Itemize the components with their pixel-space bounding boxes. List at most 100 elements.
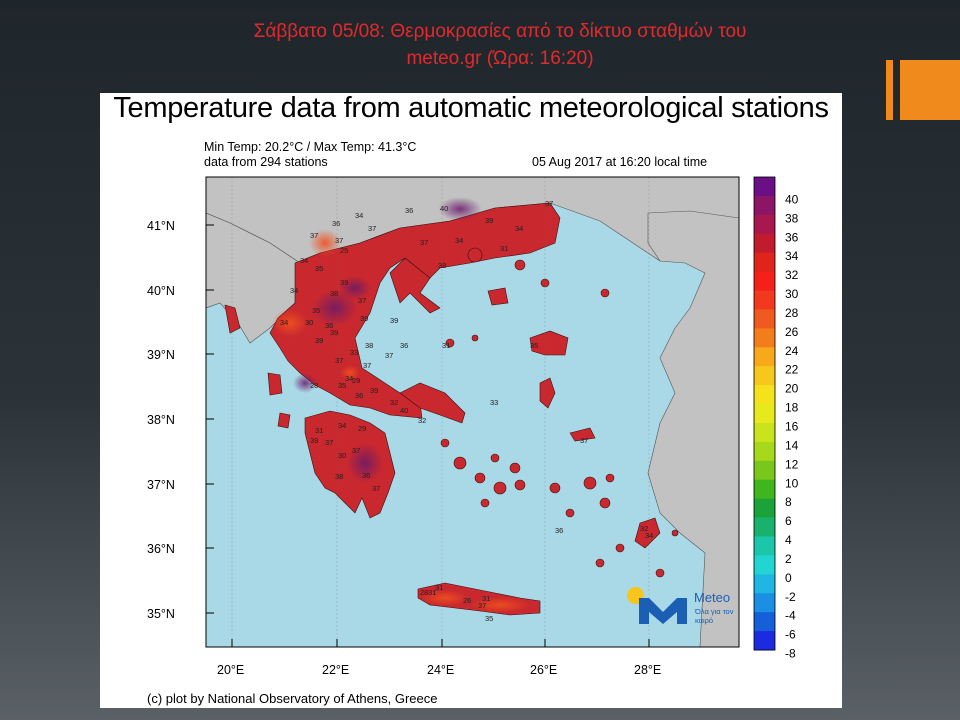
station-value: 36 (555, 526, 563, 535)
decorative-bar (886, 60, 893, 120)
lon-label: 26°E (530, 663, 557, 677)
station-value: 25 (340, 246, 348, 255)
station-value: 36 (325, 321, 333, 330)
colorbar-swatch (754, 517, 775, 537)
station-value: 31 (435, 583, 443, 592)
colorbar-swatch (754, 177, 775, 197)
station-value: 36 (332, 219, 340, 228)
station-value: 34 (515, 224, 523, 233)
colorbar-swatch (754, 366, 775, 386)
colorbar-swatch (754, 631, 775, 651)
colorbar-label: 32 (785, 268, 799, 282)
colorbar-swatch (754, 574, 775, 594)
colorbar-label: 28 (785, 306, 799, 320)
colorbar-swatch (754, 385, 775, 405)
station-value: 35 (315, 264, 323, 273)
station-value: 32 (418, 416, 426, 425)
lat-label: 40°N (147, 284, 175, 298)
station-value: 34 (455, 236, 463, 245)
station-value: 37 (352, 446, 360, 455)
station-value: 35 (530, 341, 538, 350)
colorbar-swatch (754, 404, 775, 424)
station-value: 34 (345, 374, 353, 383)
colorbar-swatch (754, 290, 775, 310)
colorbar-swatch (754, 271, 775, 292)
colorbar-swatch (754, 460, 775, 481)
station-value: 31 (442, 341, 450, 350)
colorbar-label: 40 (785, 192, 799, 206)
station-value: 39 (330, 328, 338, 337)
map-frame (205, 176, 740, 648)
min-max-temp: Min Temp: 20.2°C / Max Temp: 41.3°C (204, 140, 417, 154)
station-value: 30 (338, 451, 346, 460)
slide-title-line1: Σάββατο 05/08: Θερμοκρασίες από το δίκτυ… (253, 21, 747, 42)
slide-title-line2: meteo.gr (Ώρα: 16:20) (406, 48, 594, 69)
station-value: 37 (368, 224, 376, 233)
colorbar-swatch (754, 441, 775, 462)
colorbar-swatch (754, 195, 775, 216)
station-value: 31 (500, 244, 508, 253)
station-value: 37 (335, 236, 343, 245)
temperature-shading (272, 197, 530, 613)
station-value: 39 (370, 386, 378, 395)
colorbar-label: -4 (785, 609, 796, 623)
station-value: 28 (420, 588, 428, 597)
station-value: 38 (330, 289, 338, 298)
station-value: 36 (405, 206, 413, 215)
station-value: 34 (290, 286, 298, 295)
lon-label: 22°E (322, 663, 349, 677)
colorbar-label: 18 (785, 401, 799, 415)
colorbar-labels: 4038363432302826242220181614121086420-2-… (785, 192, 799, 660)
station-value: 34 (645, 531, 653, 540)
station-value: 39 (310, 436, 318, 445)
colorbar (754, 177, 775, 651)
colorbar-label: 16 (785, 420, 799, 434)
station-value: 37 (478, 601, 486, 610)
station-value: 31 (315, 426, 323, 435)
colorbar-label: 8 (785, 495, 792, 509)
station-value: 37 (363, 361, 371, 370)
colorbar-label: -8 (785, 647, 796, 661)
station-value: 39 (315, 336, 323, 345)
figure-title: Temperature data from automatic meteorol… (113, 92, 829, 124)
station-count: data from 294 stations (204, 155, 328, 169)
meteo-logo: Meteo Όλα για τον καιρό (627, 585, 737, 629)
station-value: 39 (360, 314, 368, 323)
station-value: 34 (338, 421, 346, 430)
station-value: 39 (340, 278, 348, 287)
lat-label: 36°N (147, 542, 175, 556)
logo-tagline: Όλα για τον καιρό (695, 607, 734, 625)
station-value: 37 (372, 484, 380, 493)
colorbar-label: 12 (785, 457, 799, 471)
station-value: 31 (482, 594, 490, 603)
timestamp: 05 Aug 2017 at 16:20 local time (532, 155, 708, 169)
longitude-labels: 20°E 22°E 24°E 26°E 28°E (217, 663, 661, 677)
station-value: 31 (428, 588, 436, 597)
colorbar-swatch (754, 309, 775, 329)
colorbar-swatch (754, 328, 775, 348)
colorbar-label: 30 (785, 287, 799, 301)
station-value: 36 (362, 471, 370, 480)
colorbar-label: -2 (785, 590, 796, 604)
station-value: 32 (640, 524, 648, 533)
colorbar-label: 4 (785, 533, 792, 547)
lat-label: 35°N (147, 607, 175, 621)
colorbar-label: 14 (785, 438, 799, 452)
colorbar-label: 6 (785, 514, 792, 528)
station-value: 40 (400, 406, 408, 415)
station-value: 29 (358, 424, 366, 433)
colorbar-swatch (754, 498, 775, 519)
axis-ticks (206, 224, 650, 647)
station-value: 38 (365, 341, 373, 350)
colorbar-label: 20 (785, 382, 799, 396)
station-value: 37 (325, 438, 333, 447)
station-value: 38 (438, 261, 446, 270)
station-value: 34 (355, 211, 363, 220)
station-value: 37 (310, 231, 318, 240)
station-value: 35 (338, 381, 346, 390)
colorbar-swatch (754, 479, 775, 500)
colorbar-swatch (754, 593, 775, 613)
